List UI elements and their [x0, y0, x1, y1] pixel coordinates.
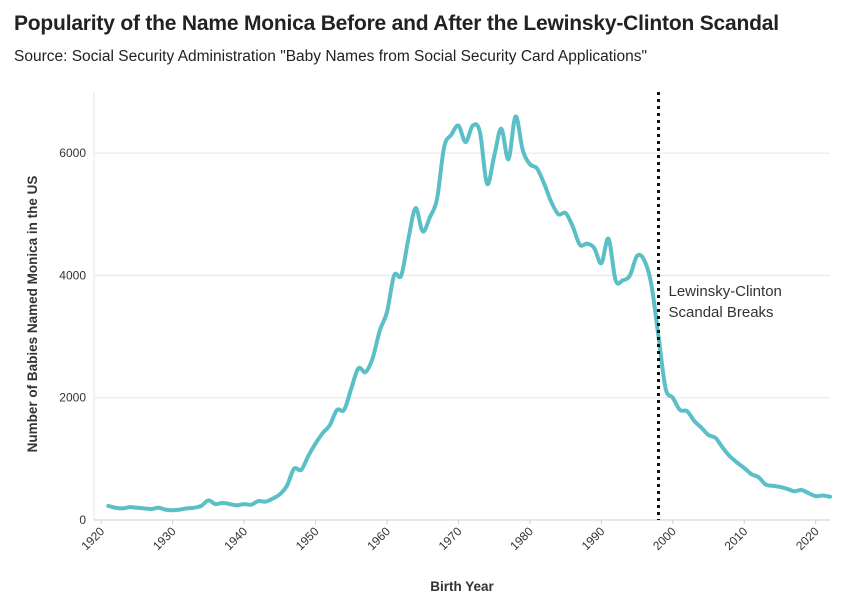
x-tick-label: 2020: [793, 524, 822, 553]
x-tick-label: 1980: [507, 524, 536, 553]
chart-title: Popularity of the Name Monica Before and…: [14, 12, 779, 35]
x-axis-ticks: 1920 1930 1940 1950 1960 1970 1980 1990 2000 2010…: [78, 520, 822, 553]
x-tick-label: 1940: [221, 524, 250, 553]
series-line-monica: [106, 114, 832, 513]
x-tick-label: 1960: [364, 524, 393, 553]
x-tick-label: 1930: [150, 524, 179, 553]
x-tick-label: 1950: [293, 524, 322, 553]
x-tick-label: 2000: [650, 524, 679, 553]
gridlines: [93, 92, 830, 521]
y-tick-label: 6000: [59, 146, 86, 160]
x-tick-label: 1920: [78, 524, 107, 553]
x-tick-label: 1990: [579, 524, 608, 553]
y-tick-label: 4000: [59, 268, 86, 282]
x-axis-label: Birth Year: [430, 579, 494, 594]
scandal-annotation: Lewinsky-Clinton Scandal Breaks: [669, 283, 782, 321]
y-tick-label: 0: [79, 513, 86, 527]
scandal-annotation-line: Lewinsky-Clinton: [669, 283, 782, 300]
scandal-annotation-line: Scandal Breaks: [669, 304, 774, 321]
chart-subtitle: Source: Social Security Administration "…: [14, 48, 647, 65]
y-axis-ticks: 0 2000 4000 6000: [59, 146, 86, 527]
y-axis-label: Number of Babies Named Monica in the US: [25, 176, 40, 453]
x-tick-label: 2010: [722, 524, 751, 553]
x-tick-label: 1970: [436, 524, 465, 553]
y-tick-label: 2000: [59, 391, 86, 405]
